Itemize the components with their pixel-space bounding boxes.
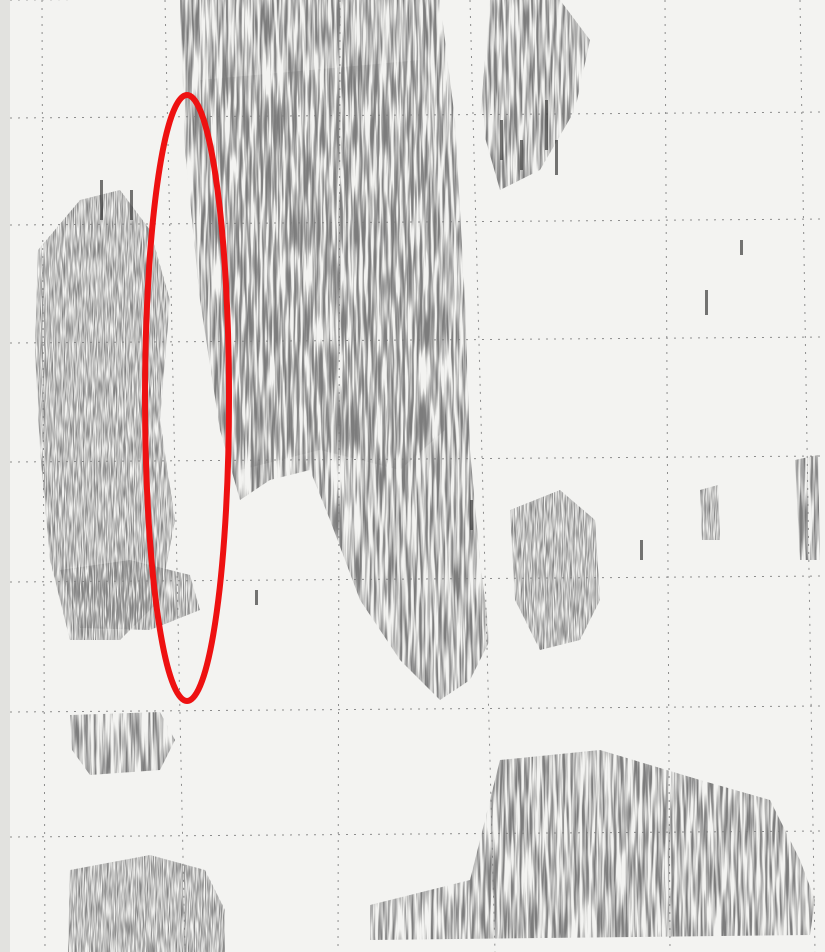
streak-mark (470, 500, 473, 530)
streak-mark (555, 140, 558, 175)
streak-mark (500, 120, 503, 160)
streak-mark (520, 140, 523, 170)
highlight-ellipse (142, 92, 232, 704)
streak-mark (255, 590, 258, 605)
streak-mark (545, 100, 548, 150)
energy-region (795, 455, 820, 560)
grid-line-vertical (337, 0, 341, 952)
energy-region (370, 750, 815, 940)
streak-mark (100, 180, 103, 220)
streak-mark (705, 290, 708, 315)
energy-region (60, 560, 200, 630)
energy-region (35, 190, 175, 640)
scan-left-edge (0, 0, 10, 952)
grid-line-vertical (469, 0, 496, 952)
grid-line-vertical (41, 0, 46, 952)
grid-line-vertical (164, 0, 186, 952)
energy-region (700, 485, 720, 540)
energy-region (68, 855, 225, 952)
energy-core (200, 60, 445, 470)
streak-mark (740, 240, 743, 255)
energy-region (510, 490, 600, 650)
streak-mark (640, 540, 643, 560)
grid-line-vertical (799, 0, 816, 952)
energy-region (480, 0, 590, 190)
streak-mark (130, 190, 133, 220)
spectral-energy (35, 0, 820, 952)
energy-region (70, 712, 175, 775)
